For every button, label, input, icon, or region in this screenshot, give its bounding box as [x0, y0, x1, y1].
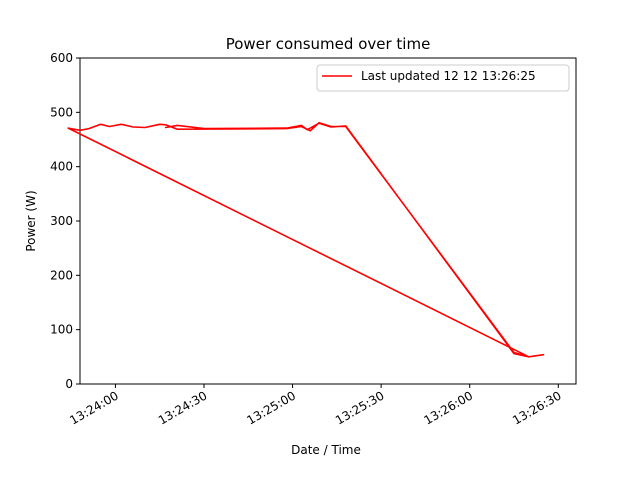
legend-box	[316, 64, 570, 92]
series-line	[67, 121, 545, 358]
chart-title: Power consumed over time	[226, 35, 431, 53]
y-axis: 0 100 200 300 400 500 600	[50, 51, 80, 391]
legend: Last updated 12 12 13:26:25	[316, 64, 570, 92]
y-tick-label: 300	[50, 214, 73, 228]
y-tick-label: 0	[65, 377, 73, 391]
x-axis-label: Date / Time	[291, 443, 361, 457]
y-tick-label: 100	[50, 323, 73, 337]
y-tick-label: 400	[50, 160, 73, 174]
y-axis-label: Power (W)	[24, 190, 38, 251]
legend-label: Last updated 12 12 13:26:25	[361, 69, 536, 83]
y-tick-label: 500	[50, 105, 73, 119]
y-tick-label: 600	[50, 51, 73, 65]
y-tick-label: 200	[50, 268, 73, 282]
series-layer	[67, 121, 545, 358]
